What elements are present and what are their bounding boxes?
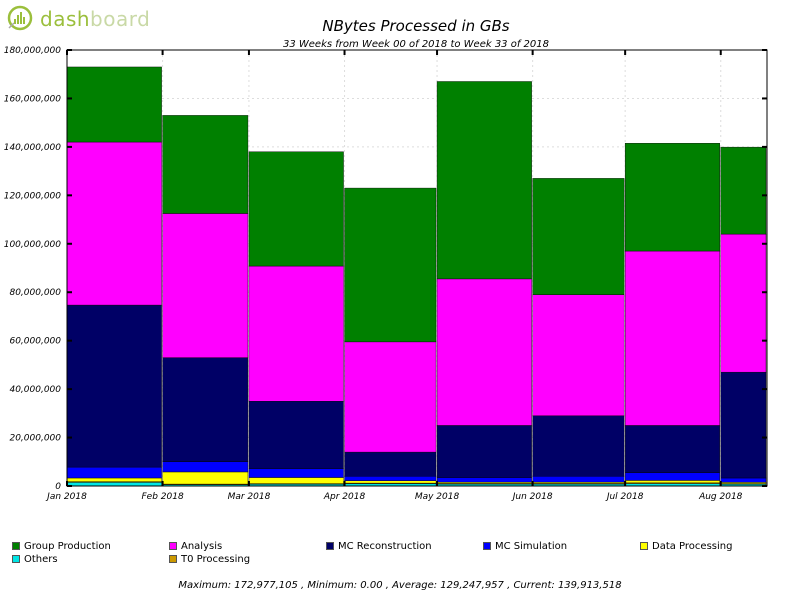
chart-title: NBytes Processed in GBs — [322, 17, 509, 35]
legend-item: Others — [12, 553, 58, 565]
bar-segment — [624, 143, 720, 252]
x-tick-label: May 2018 — [415, 492, 460, 502]
y-tick-label: 100,000,000 — [4, 240, 62, 250]
x-tick-label: Jun 2018 — [511, 492, 553, 502]
bar-segment — [162, 471, 249, 485]
legend-swatch — [483, 542, 491, 550]
bar-segment — [248, 151, 344, 267]
legend-item: MC Reconstruction — [326, 540, 432, 552]
bar-segment — [624, 425, 720, 473]
bar-segment — [66, 304, 162, 468]
bar-segment — [436, 425, 532, 478]
y-tick-label: 180,000,000 — [4, 46, 62, 56]
y-tick-label: 60,000,000 — [9, 337, 61, 347]
bar-segment — [162, 357, 249, 462]
bar-segment — [532, 476, 625, 483]
bar-segment — [66, 477, 162, 482]
plot-frame — [66, 49, 768, 487]
y-tick-label: 0 — [55, 482, 61, 492]
legend-swatch — [169, 542, 177, 550]
bar-segment — [532, 294, 625, 416]
bars — [66, 66, 767, 487]
bar-segment — [66, 466, 162, 479]
bar-segment — [720, 477, 767, 483]
bar-segment — [248, 477, 344, 484]
legend-item: Analysis — [169, 540, 222, 552]
x-axis: Jan 2018 Feb 2018 Mar 2018 Apr 2018 May 2018… — [45, 50, 743, 502]
bar-segment — [720, 371, 767, 479]
bar-segment — [720, 233, 767, 373]
x-tick-label: Jul 2018 — [605, 492, 644, 502]
x-tick-label: Mar 2018 — [228, 492, 271, 502]
bar-segment — [162, 213, 249, 358]
bar-segment — [344, 187, 437, 343]
bar-segment — [624, 250, 720, 426]
logo-gauge-icon — [7, 5, 33, 31]
bar-segment — [436, 81, 532, 280]
legend-label: MC Simulation — [495, 540, 568, 552]
bar-segment — [624, 480, 720, 484]
bar-segment — [66, 141, 162, 306]
x-tick-label: Feb 2018 — [141, 492, 183, 502]
bar-segment — [162, 115, 249, 214]
y-axis: 0 20,000,000 40,000,000 60,000,000 80,000,00… — [4, 46, 767, 492]
y-tick-label: 120,000,000 — [4, 191, 62, 201]
bar-segment — [344, 451, 437, 477]
legend-label: Analysis — [181, 540, 223, 552]
bar-segment — [532, 178, 625, 295]
x-tick-label: Apr 2018 — [323, 492, 366, 502]
bar-segment — [436, 477, 532, 483]
bar-segment — [436, 278, 532, 426]
bar-segment — [532, 415, 625, 477]
y-tick-label: 20,000,000 — [9, 434, 61, 444]
bar-segment — [624, 472, 720, 481]
bar-segment — [248, 401, 344, 469]
x-tick-label: Jan 2018 — [45, 492, 87, 502]
dashboard-logo: dashboard — [6, 4, 156, 32]
bar-segment — [248, 265, 344, 402]
chart-subtitle: 33 Weeks from Week 00 of 2018 to Week 33… — [283, 39, 549, 50]
bar-segment — [66, 482, 162, 487]
bar-segment — [344, 480, 437, 484]
legend-label: Others — [24, 553, 58, 565]
legend-item: MC Simulation — [483, 540, 567, 552]
bar-segment — [248, 468, 344, 478]
legend-item: Group Production — [12, 540, 111, 552]
legend-label: Group Production — [24, 540, 111, 552]
x-tick-label: Aug 2018 — [698, 492, 743, 502]
logo-wordmark: dashboard — [40, 7, 151, 31]
legend-label: Data Processing — [652, 540, 733, 552]
legend-swatch — [12, 542, 20, 550]
bar-segment — [66, 66, 162, 143]
chart-summary: Maximum: 172,977,105 , Minimum: 0.00 , A… — [178, 580, 622, 591]
y-tick-label: 40,000,000 — [9, 385, 61, 395]
legend-label: MC Reconstruction — [338, 540, 432, 552]
bar-segment — [344, 341, 437, 453]
legend-swatch — [640, 542, 648, 550]
y-tick-label: 80,000,000 — [9, 288, 61, 298]
y-tick-label: 160,000,000 — [4, 94, 62, 104]
legend-item: T0 Processing — [169, 553, 250, 565]
bar-segment — [720, 146, 767, 235]
legend-swatch — [326, 542, 334, 550]
y-tick-label: 140,000,000 — [4, 143, 62, 153]
bar-segment — [344, 476, 437, 481]
legend-swatch — [12, 555, 20, 563]
bar-segment — [162, 461, 249, 473]
legend-swatch — [169, 555, 177, 563]
legend-item: Data Processing — [640, 540, 732, 552]
stacked-bar-chart: NBytes Processed in GBs 33 Weeks from We… — [4, 17, 768, 502]
legend-label: T0 Processing — [181, 553, 251, 565]
